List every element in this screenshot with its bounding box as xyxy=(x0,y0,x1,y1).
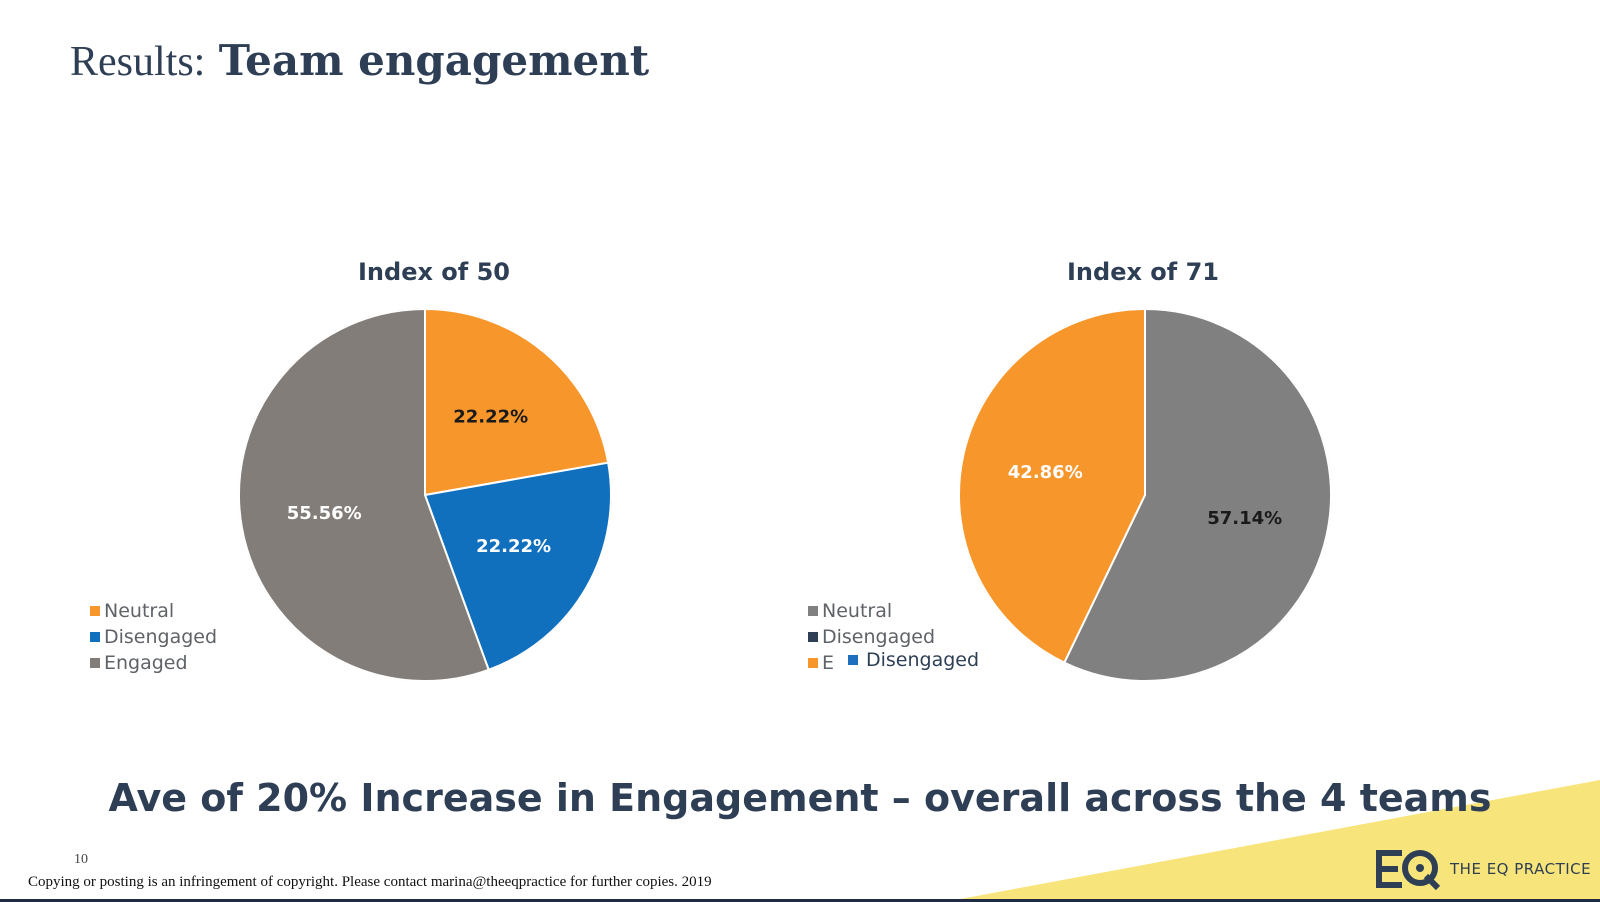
legend-swatch xyxy=(90,632,100,642)
legend-swatch xyxy=(808,658,818,668)
legend-label: Disengaged xyxy=(104,626,218,648)
chart2-pie: 57.14% 42.86% xyxy=(958,307,1332,682)
legend-label: E xyxy=(822,652,835,674)
page-number: 10 xyxy=(74,852,88,867)
legend-label: Neutral xyxy=(104,600,175,622)
legend-item: Disengaged xyxy=(90,624,217,650)
legend-swatch xyxy=(808,606,818,616)
pie-slice-disengaged xyxy=(423,461,612,672)
pie-slice-neutral xyxy=(958,307,1146,664)
eq-logo-icon xyxy=(1376,850,1441,891)
legend-label: Disengaged xyxy=(866,649,980,671)
legend-item: Engaged xyxy=(90,650,217,676)
legend-item: Disengaged xyxy=(808,624,935,650)
legend-label: Neutral xyxy=(822,600,893,622)
bottom-rule xyxy=(0,899,1600,902)
chart2-legend: Neutral Disengaged E xyxy=(808,598,935,676)
legend-label: Disengaged xyxy=(822,626,936,648)
legend-item: E xyxy=(808,650,935,676)
chart2-title: Index of 71 xyxy=(1067,258,1219,286)
legend-swatch xyxy=(90,658,100,668)
pie-data-label: 55.56% xyxy=(287,503,362,524)
legend-item: Neutral xyxy=(808,598,935,624)
chart2-extra-legend-item: Disengaged xyxy=(848,649,979,671)
chart1-legend: Neutral Disengaged Engaged xyxy=(90,598,217,676)
logo-text: THE EQ PRACTICE xyxy=(1450,860,1592,878)
copyright-notice: Copying or posting is an infringement of… xyxy=(28,874,712,890)
slide-title: Results: Team engagement xyxy=(70,36,649,86)
chart1-pie: 22.22% 22.22% 55.56% xyxy=(238,307,612,682)
legend-item: Neutral xyxy=(90,598,217,624)
legend-swatch xyxy=(848,655,858,665)
legend-swatch xyxy=(90,606,100,616)
pie-data-label: 42.86% xyxy=(1008,462,1083,483)
title-main: Team engagement xyxy=(218,36,650,85)
legend-label: Engaged xyxy=(104,652,188,674)
pie-data-label: 22.22% xyxy=(453,407,528,428)
pie-slice-engaged xyxy=(1062,307,1332,682)
headline: Ave of 20% Increase in Engagement – over… xyxy=(108,776,1492,820)
title-prefix: Results: xyxy=(70,39,206,85)
eq-practice-logo: THE EQ PRACTICE xyxy=(1372,846,1591,892)
legend-swatch xyxy=(808,632,818,642)
pie-slice-engaged xyxy=(238,307,490,682)
pie-data-label: 22.22% xyxy=(476,536,551,557)
pie-data-label: 57.14% xyxy=(1207,508,1282,529)
pie-slice-neutral xyxy=(424,307,610,497)
chart1-title: Index of 50 xyxy=(358,258,510,286)
